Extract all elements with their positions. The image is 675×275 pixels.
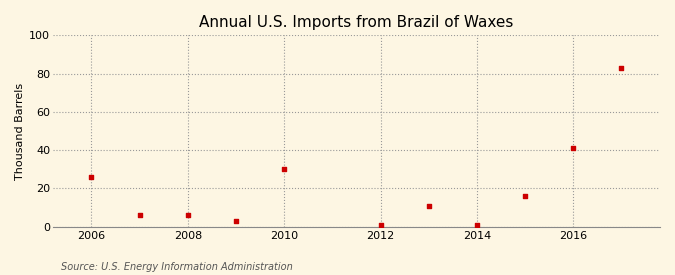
Point xyxy=(231,219,242,223)
Point xyxy=(472,222,483,227)
Point xyxy=(86,175,97,179)
Point xyxy=(375,222,386,227)
Title: Annual U.S. Imports from Brazil of Waxes: Annual U.S. Imports from Brazil of Waxes xyxy=(199,15,514,30)
Point xyxy=(616,66,627,70)
Text: Source: U.S. Energy Information Administration: Source: U.S. Energy Information Administ… xyxy=(61,262,292,272)
Point xyxy=(568,146,578,150)
Point xyxy=(182,213,193,217)
Point xyxy=(520,194,531,198)
Y-axis label: Thousand Barrels: Thousand Barrels xyxy=(15,82,25,180)
Point xyxy=(279,167,290,171)
Point xyxy=(134,213,145,217)
Point xyxy=(423,203,434,208)
